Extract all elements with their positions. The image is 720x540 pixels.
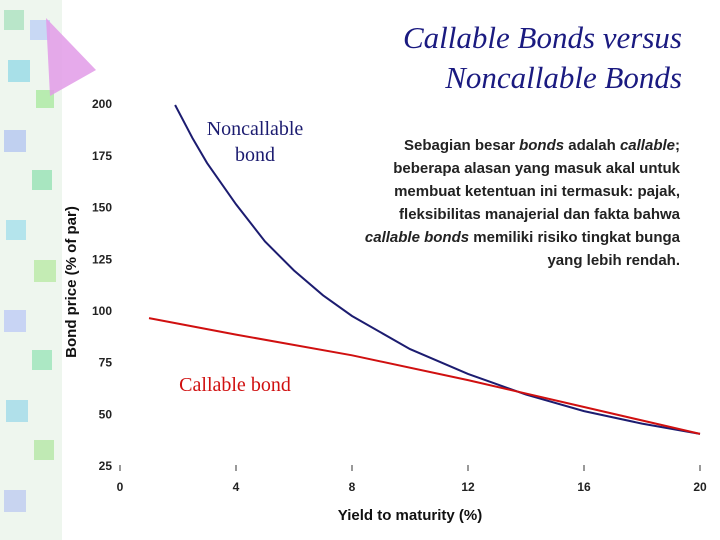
x-tick-label: 16 bbox=[577, 480, 591, 494]
annotation-text: callable bonds bbox=[364, 229, 470, 246]
y-tick-label: 125 bbox=[92, 252, 112, 266]
annotation: Sebagian besar bonds adalah callable; be… bbox=[352, 134, 680, 272]
title: Callable Bonds versus Noncallable Bonds bbox=[403, 20, 682, 95]
x-tick-label: 8 bbox=[349, 480, 356, 494]
y-tick-label: 50 bbox=[99, 407, 113, 421]
legend-label: Callable bond bbox=[179, 374, 291, 396]
annotation-text: callable bbox=[619, 137, 675, 154]
x-tick-label: 0 bbox=[117, 480, 124, 494]
y-tick-label: 150 bbox=[92, 201, 112, 215]
series-line bbox=[148, 317, 701, 435]
decor-strip bbox=[0, 0, 96, 540]
y-tick-label: 200 bbox=[92, 97, 112, 111]
x-axis-label: Yield to maturity (%) bbox=[338, 507, 482, 524]
annotation-text: adalah bbox=[564, 137, 620, 154]
annotation-text: ; beberapa alasan yang masuk akal untuk … bbox=[393, 137, 680, 223]
annotation-text: Sebagian besar bbox=[404, 137, 520, 154]
y-axis-label: Bond price (% of par) bbox=[63, 206, 80, 358]
annotation-text: memiliki risiko tingkat bunga yang lebih… bbox=[469, 229, 680, 269]
series-line bbox=[174, 104, 701, 435]
x-tick-label: 12 bbox=[461, 480, 475, 494]
y-tick-label: 175 bbox=[92, 149, 112, 163]
x-tick-label: 20 bbox=[693, 480, 707, 494]
y-tick-label: 25 bbox=[99, 459, 113, 473]
x-tick-label: 4 bbox=[233, 480, 240, 494]
y-tick-label: 75 bbox=[99, 356, 113, 370]
legend-label: Noncallable bond bbox=[206, 118, 304, 166]
y-tick-label: 100 bbox=[92, 304, 112, 318]
annotation-text: bonds bbox=[519, 137, 565, 154]
